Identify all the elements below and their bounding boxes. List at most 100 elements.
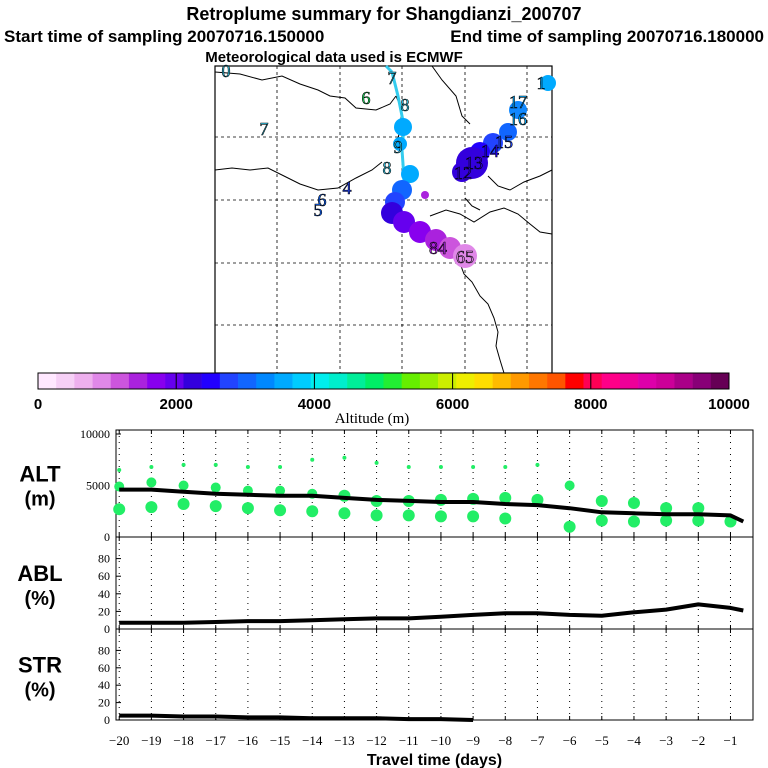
panel-label: ALT [19, 462, 61, 487]
x-tick-label: −16 [238, 733, 259, 748]
x-tick-label: −6 [563, 733, 577, 748]
altitude-scatter-point [342, 455, 347, 460]
colorbar-swatch [547, 373, 566, 389]
colorbar-tick-label: 4000 [298, 396, 331, 413]
colorbar-swatch [656, 373, 675, 389]
map-label: 7 [260, 119, 269, 139]
colorbar-swatch [219, 373, 239, 389]
altitude-colorbar: 0 2000 4000 6000 8000 10000 Altitude (m) [34, 372, 750, 427]
altitude-scatter-point [467, 510, 480, 523]
altitude-scatter-point [241, 502, 254, 515]
colorbar-swatch [528, 373, 548, 389]
altitude-scatter-point [564, 480, 575, 491]
map-label: 4 [343, 178, 352, 198]
altitude-scatter-point [310, 457, 315, 462]
colorbar-tick-label: 8000 [574, 396, 607, 413]
colorbar-swatch [274, 373, 293, 389]
y-tick-label: 40 [98, 587, 110, 601]
altitude-scatter-point [535, 462, 540, 467]
colorbar-swatch [438, 373, 457, 389]
x-axis-title: Travel time (days) [367, 752, 502, 768]
map-label: 9 [394, 137, 403, 157]
series-line [119, 602, 744, 625]
altitude-scatter-point [274, 504, 287, 517]
panel-frame [115, 429, 754, 538]
x-tick-label: −13 [334, 733, 354, 748]
x-tick-label: −7 [531, 733, 545, 748]
x-tick-label: −2 [691, 733, 705, 748]
series-line [119, 713, 474, 722]
altitude-scatter-point [627, 515, 640, 528]
map-label: 6 [362, 88, 371, 108]
altitude-scatter-point [374, 460, 379, 465]
plume-dot [499, 123, 517, 141]
end-time-label: End time of sampling 20070716.180000 [450, 27, 764, 46]
altitude-scatter-point [146, 477, 157, 488]
panel-unit: (m) [24, 489, 55, 511]
colorbar-swatch [383, 373, 402, 389]
x-tick-label: −9 [466, 733, 480, 748]
colorbar-swatch [401, 373, 421, 389]
colorbar-ticks: 0 2000 4000 6000 8000 10000 [34, 373, 750, 413]
altitude-scatter-point [181, 462, 186, 467]
altitude-scatter-point [177, 498, 190, 511]
x-tick-label: −15 [270, 733, 290, 748]
colorbar-swatch [74, 373, 93, 389]
altitude-scatter-point [149, 464, 154, 469]
altitude-scatter-point [595, 514, 608, 527]
colorbar-swatch [474, 373, 493, 389]
map-label: 65 [456, 247, 474, 267]
plume-dot [401, 165, 419, 183]
x-tick-label: −10 [431, 733, 451, 748]
plume-dot [452, 162, 472, 182]
altitude-scatter-point [209, 500, 222, 513]
altitude-scatter-point [145, 501, 158, 514]
altitude-scatter-point [402, 509, 415, 522]
colorbar-swatch [38, 373, 57, 389]
colorbar-swatches [38, 373, 730, 389]
altitude-scatter-point [306, 505, 319, 518]
altitude-scatter-point [117, 468, 122, 473]
altitude-scatter-point [245, 464, 250, 469]
y-tick-label: 10000 [80, 427, 110, 441]
colorbar-tick-label: 2000 [160, 396, 193, 413]
panel-label: STR [18, 653, 62, 678]
x-tick-label: −14 [302, 733, 323, 748]
y-tick-label: 0 [104, 713, 110, 727]
x-tick-label: −11 [399, 733, 419, 748]
x-tick-label: −12 [366, 733, 386, 748]
panel-label: ABL [17, 561, 62, 586]
x-tick-label: −19 [141, 733, 161, 748]
map-grid [215, 66, 552, 373]
altitude-scatter-point [692, 502, 705, 515]
map-label: 6 [318, 190, 327, 210]
x-tick-label: −18 [173, 733, 193, 748]
map-label: 84 [429, 238, 447, 258]
altitude-scatter-point [503, 464, 508, 469]
altitude-scatter-point [531, 493, 544, 506]
x-tick-label: −5 [595, 733, 609, 748]
colorbar-swatch [183, 373, 202, 389]
colorbar-swatch [565, 373, 584, 389]
colorbar-tick-label: 10000 [708, 396, 750, 413]
altitude-scatter-point [438, 464, 443, 469]
map-label: 0 [222, 61, 231, 81]
altitude-scatter-point [692, 514, 705, 527]
y-tick-label: 20 [98, 604, 110, 618]
trajectory-line-start [384, 64, 394, 74]
y-tick-label: 40 [98, 678, 110, 692]
map-label: 8 [401, 95, 410, 115]
colorbar-swatch [165, 373, 184, 389]
plume-dot [393, 137, 407, 151]
figure-title: Retroplume summary for Shangdianzi_20070… [186, 4, 581, 24]
altitude-scatter-point [627, 497, 640, 510]
colorbar-swatch [328, 373, 348, 389]
map-label: 13 [465, 153, 483, 173]
colorbar-swatch [583, 373, 603, 389]
y-tick-label: 0 [104, 530, 110, 544]
colorbar-swatch [619, 373, 639, 389]
altitude-scatter-point [471, 464, 476, 469]
altitude-scatter-point [275, 485, 286, 496]
